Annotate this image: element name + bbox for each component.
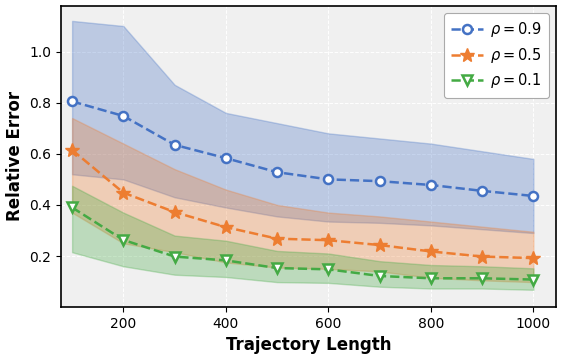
$\rho = 0.1$ [120, 238, 127, 242]
$\rho = 0.9$ [376, 179, 383, 183]
$\rho = 0.5$ [376, 243, 383, 247]
$\rho = 0.1$ [274, 266, 280, 270]
Line: $\rho = 0.1$: $\rho = 0.1$ [67, 203, 538, 284]
$\rho = 0.5$ [223, 225, 229, 229]
$\rho = 0.1$ [479, 276, 486, 280]
$\rho = 0.1$ [325, 267, 332, 271]
$\rho = 0.5$ [428, 249, 434, 253]
$\rho = 0.9$ [223, 156, 229, 160]
$\rho = 0.9$ [428, 183, 434, 187]
$\rho = 0.9$ [120, 114, 127, 118]
$\rho = 0.1$ [530, 278, 537, 282]
Line: $\rho = 0.5$: $\rho = 0.5$ [65, 143, 540, 265]
$\rho = 0.1$ [171, 255, 178, 259]
$\rho = 0.5$ [479, 255, 486, 259]
$\rho = 0.5$ [69, 148, 75, 152]
$\rho = 0.5$ [325, 238, 332, 242]
$\rho = 0.9$ [325, 177, 332, 181]
$\rho = 0.1$ [223, 258, 229, 262]
$\rho = 0.9$ [171, 143, 178, 147]
$\rho = 0.1$ [69, 205, 75, 210]
$\rho = 0.1$ [428, 276, 434, 280]
$\rho = 0.5$ [530, 256, 537, 260]
Y-axis label: Relative Error: Relative Error [6, 91, 24, 221]
$\rho = 0.9$ [530, 194, 537, 198]
Line: $\rho = 0.9$: $\rho = 0.9$ [67, 97, 538, 201]
X-axis label: Trajectory Length: Trajectory Length [226, 337, 391, 355]
$\rho = 0.9$ [479, 189, 486, 193]
$\rho = 0.9$ [274, 170, 280, 174]
$\rho = 0.5$ [171, 210, 178, 214]
$\rho = 0.9$ [69, 99, 75, 104]
$\rho = 0.1$ [376, 274, 383, 278]
Legend: $\rho = 0.9$, $\rho = 0.5$, $\rho = 0.1$: $\rho = 0.9$, $\rho = 0.5$, $\rho = 0.1$ [444, 13, 549, 98]
$\rho = 0.5$ [274, 237, 280, 241]
$\rho = 0.5$ [120, 190, 127, 195]
